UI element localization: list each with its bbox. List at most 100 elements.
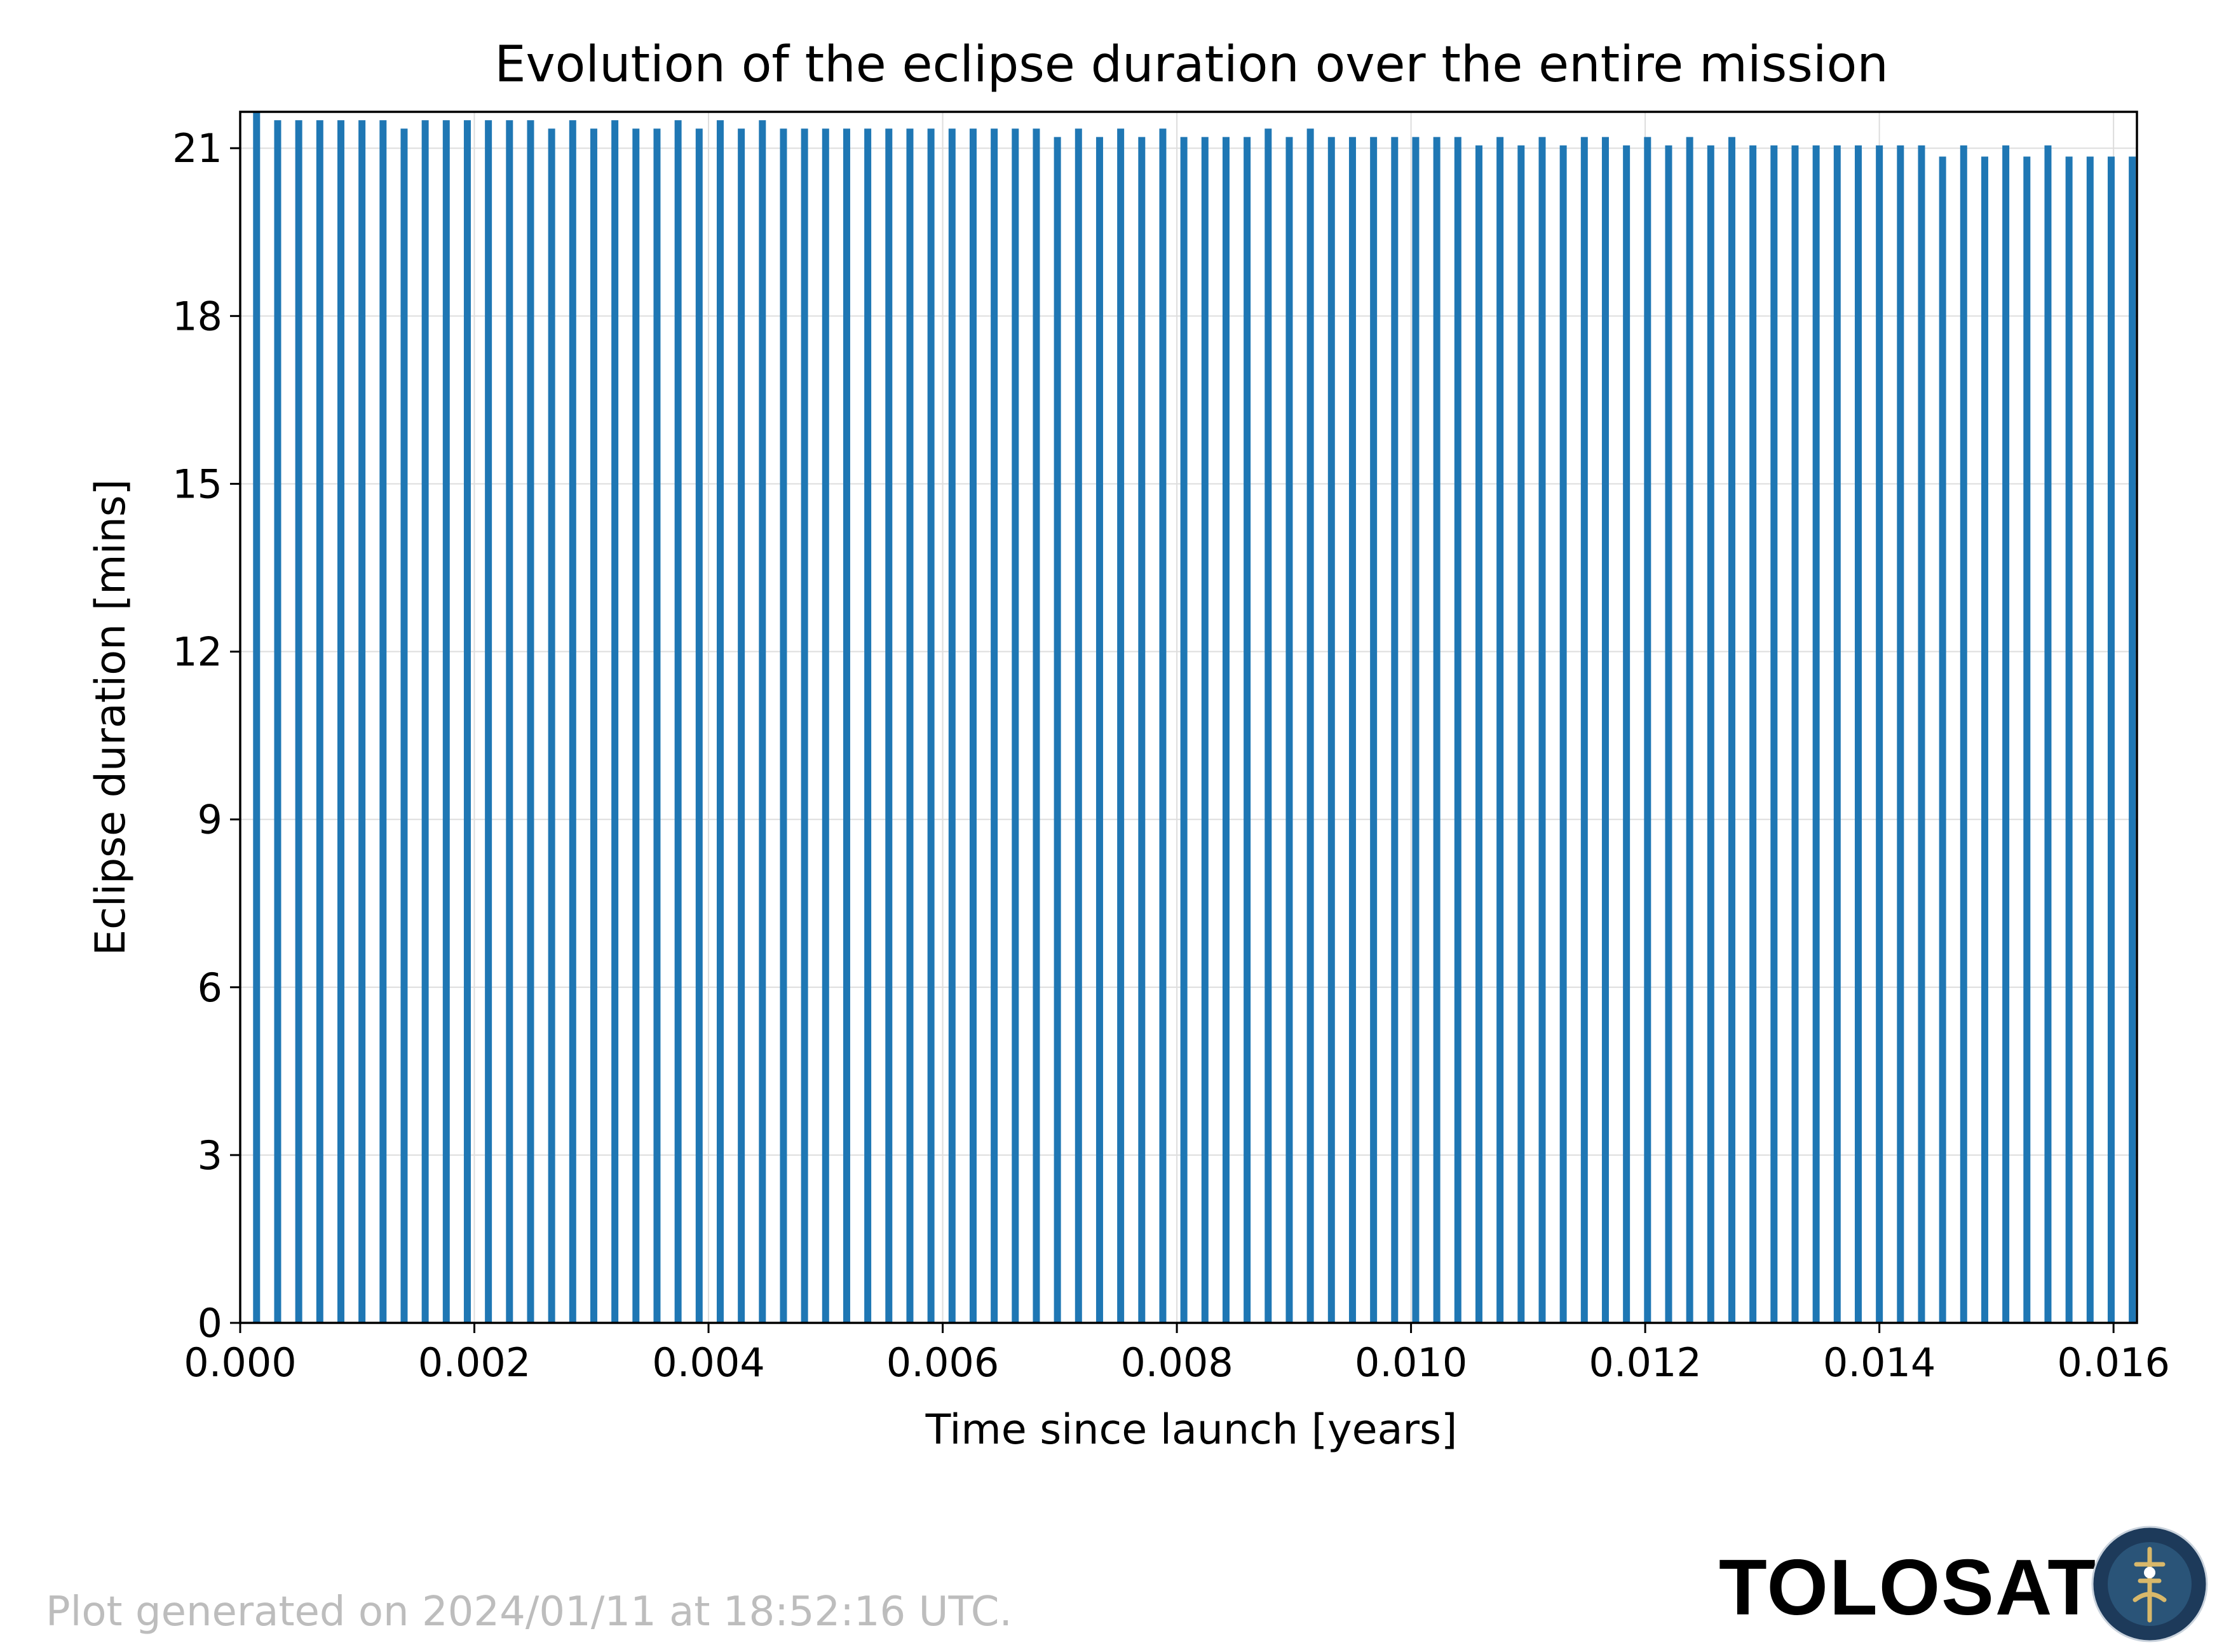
- bar: [1686, 137, 1693, 1324]
- y-tick-label: 21: [172, 125, 222, 172]
- bar: [1370, 137, 1378, 1324]
- bar: [1559, 145, 1567, 1324]
- bar: [1180, 137, 1188, 1324]
- bar: [1391, 137, 1399, 1324]
- bar: [716, 120, 724, 1323]
- bar: [1601, 137, 1609, 1324]
- bar: [590, 128, 597, 1323]
- bar: [295, 120, 302, 1323]
- y-axis-ticks: 0 3 6 9 12 15 18 21: [172, 125, 240, 1346]
- bar: [463, 120, 471, 1323]
- bar: [1517, 145, 1525, 1324]
- bar: [1939, 156, 1946, 1323]
- bar: [759, 120, 766, 1323]
- y-tick-label: 6: [198, 965, 222, 1011]
- bar: [1580, 137, 1588, 1324]
- x-tick-label: 0.000: [184, 1339, 297, 1386]
- bar: [253, 112, 261, 1323]
- bar: [1876, 145, 1883, 1324]
- bar: [1454, 137, 1461, 1324]
- bar: [1496, 137, 1504, 1324]
- bar: [1644, 137, 1651, 1324]
- bar: [1138, 137, 1146, 1324]
- bar: [1265, 128, 1272, 1323]
- bar: [1918, 145, 1925, 1324]
- bar: [569, 120, 576, 1323]
- bar: [1538, 137, 1546, 1324]
- x-tick-label: 0.016: [2057, 1339, 2170, 1386]
- x-axis-ticks: 0.000 0.002 0.004 0.006 0.008 0.010 0.012 0.014…: [184, 1323, 2170, 1386]
- bar: [1749, 145, 1757, 1324]
- y-axis-label: Eclipse duration [mins]: [87, 479, 135, 956]
- bar: [801, 128, 808, 1323]
- tolosat-logo: [2091, 1526, 2208, 1642]
- bar: [1306, 128, 1314, 1323]
- bar: [1791, 145, 1799, 1324]
- bar: [1770, 145, 1778, 1324]
- tolosat-brand: TOLOSAT: [1719, 1544, 2097, 1632]
- bar: [1854, 145, 1862, 1324]
- x-axis-label: Time since launch [years]: [925, 1406, 1458, 1454]
- chart-title: Evolution of the eclipse duration over t…: [494, 36, 1888, 93]
- bar: [1665, 145, 1672, 1324]
- y-tick-label: 15: [172, 461, 222, 507]
- bar: [400, 128, 408, 1323]
- x-tick-label: 0.002: [418, 1339, 531, 1386]
- grid-lines: [240, 112, 2137, 1324]
- bar: [2023, 156, 2031, 1323]
- logo-emblem-dot-icon: [2144, 1567, 2155, 1578]
- bar: [1475, 145, 1482, 1324]
- bar: [653, 128, 661, 1323]
- bar: [274, 120, 281, 1323]
- bar: [1244, 137, 1251, 1324]
- bar: [1285, 137, 1293, 1324]
- bar: [2129, 156, 2136, 1323]
- bar: [632, 128, 640, 1323]
- bar: [2065, 156, 2073, 1323]
- bar-series: [253, 112, 2136, 1324]
- bar: [1981, 156, 1988, 1323]
- bar: [506, 120, 513, 1323]
- bar: [991, 128, 998, 1323]
- bar: [738, 128, 745, 1323]
- bar: [885, 128, 893, 1323]
- bar: [1728, 137, 1735, 1324]
- y-tick-label: 9: [198, 797, 222, 843]
- y-tick-label: 0: [198, 1300, 222, 1346]
- bar: [969, 128, 977, 1323]
- bar: [1897, 145, 1904, 1324]
- bar: [927, 128, 935, 1323]
- bar: [316, 120, 323, 1323]
- bar: [527, 120, 534, 1323]
- bar: [442, 120, 450, 1323]
- bar: [843, 128, 850, 1323]
- bar: [1159, 128, 1167, 1323]
- bar: [695, 128, 703, 1323]
- logo-emblem-icon: [2132, 1547, 2167, 1623]
- bar: [421, 120, 429, 1323]
- bar: [1222, 137, 1230, 1324]
- x-tick-label: 0.014: [1823, 1339, 1936, 1386]
- plot-generated-note: Plot generated on 2024/01/11 at 18:52:16…: [46, 1588, 1012, 1635]
- y-tick-label: 3: [198, 1132, 222, 1179]
- y-tick-label: 18: [172, 293, 222, 339]
- bar: [2107, 156, 2115, 1323]
- bar: [864, 128, 872, 1323]
- bar: [906, 128, 914, 1323]
- x-tick-label: 0.006: [886, 1339, 1000, 1386]
- bar: [822, 128, 829, 1323]
- bar: [379, 120, 387, 1323]
- bar: [611, 120, 619, 1323]
- bar: [337, 120, 344, 1323]
- bar: [1433, 137, 1441, 1324]
- bar: [1348, 137, 1356, 1324]
- x-tick-label: 0.004: [652, 1339, 765, 1386]
- bar: [1833, 145, 1841, 1324]
- y-tick-label: 12: [172, 629, 222, 675]
- bar: [780, 128, 787, 1323]
- x-tick-label: 0.012: [1589, 1339, 1702, 1386]
- bar: [674, 120, 682, 1323]
- bar: [1707, 145, 1714, 1324]
- bar: [1412, 137, 1420, 1324]
